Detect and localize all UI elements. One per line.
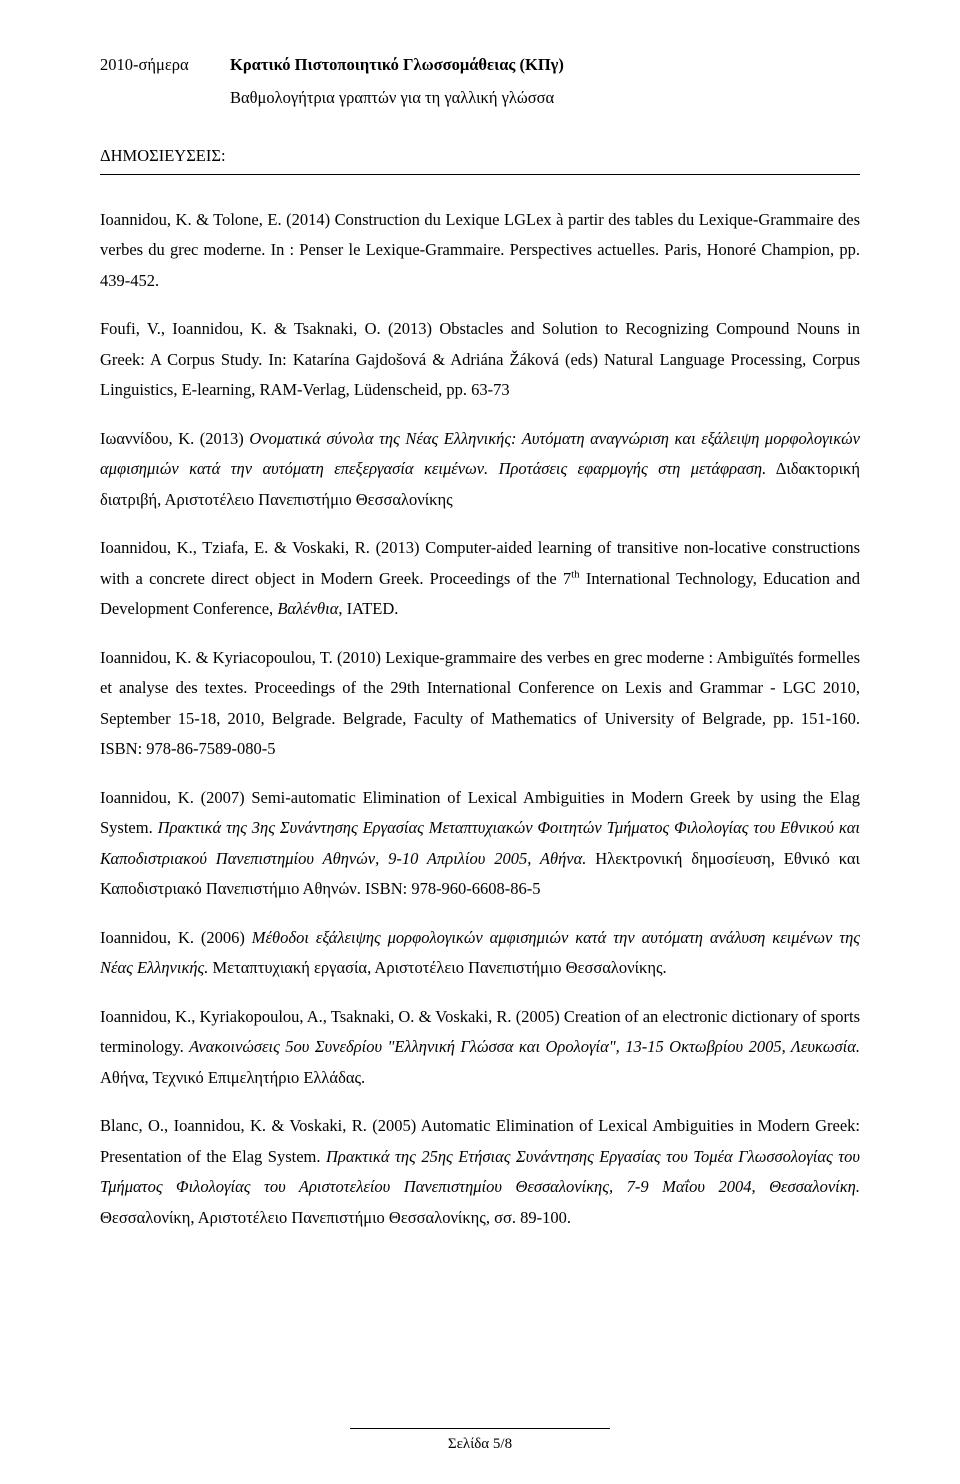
section-heading-publications: ΔΗΜΟΣΙΕΥΣΕΙΣ: (100, 141, 860, 172)
pub-text: Αθήνα, Τεχνικό Επιμελητήριο Ελλάδας. (100, 1068, 365, 1087)
publication-entry: Ioannidou, K. & Tolone, E. (2014) Constr… (100, 205, 860, 297)
page-footer: Σελίδα 5/8 (0, 1428, 960, 1459)
pub-superscript: th (571, 568, 580, 580)
publication-entry: Ioannidou, K. (2007) Semi-automatic Elim… (100, 783, 860, 905)
job-dates: 2010-σήμερα (100, 50, 230, 81)
pub-text: Μεταπτυχιακή εργασία, Αριστοτέλειο Πανεπ… (208, 958, 666, 977)
pub-text: Ioannidou, K. (2006) (100, 928, 252, 947)
publication-entry: Ioannidou, K., Tziafa, E. & Voskaki, R. … (100, 533, 860, 625)
publication-entry: Blanc, O., Ioannidou, K. & Voskaki, R. (… (100, 1111, 860, 1233)
page-number: Σελίδα 5/8 (0, 1431, 960, 1459)
job-description: Βαθμολογήτρια γραπτών για τη γαλλική γλώ… (230, 83, 860, 114)
publication-entry: Ioannidou, K. & Kyriacopoulou, T. (2010)… (100, 643, 860, 765)
footer-divider (350, 1428, 610, 1429)
publication-entry: Ioannidou, K. (2006) Μέθοδοι εξάλειψης μ… (100, 923, 860, 984)
job-entry: 2010-σήμερα Κρατικό Πιστοποιητικό Γλωσσο… (100, 50, 860, 81)
pub-text: Θεσσαλονίκη, Αριστοτέλειο Πανεπιστήμιο Θ… (100, 1208, 571, 1227)
section-divider (100, 174, 860, 175)
publication-entry: Ιωαννίδου, Κ. (2013) Ονοματικά σύνολα τη… (100, 424, 860, 516)
job-title: Κρατικό Πιστοποιητικό Γλωσσομάθειας (ΚΠγ… (230, 50, 564, 81)
document-page: 2010-σήμερα Κρατικό Πιστοποιητικό Γλωσσο… (0, 0, 960, 1484)
pub-text: Ιωαννίδου, Κ. (2013) (100, 429, 249, 448)
publication-entry: Foufi, V., Ioannidou, K. & Tsaknaki, O. … (100, 314, 860, 406)
pub-text-italic: Ανακοινώσεις 5ου Συνεδρίου "Ελληνική Γλώ… (189, 1037, 860, 1056)
pub-text-italic: Βαλένθια (277, 599, 338, 618)
pub-text: , IATED. (338, 599, 398, 618)
publication-entry: Ioannidou, K., Kyriakopoulou, A., Tsakna… (100, 1002, 860, 1094)
